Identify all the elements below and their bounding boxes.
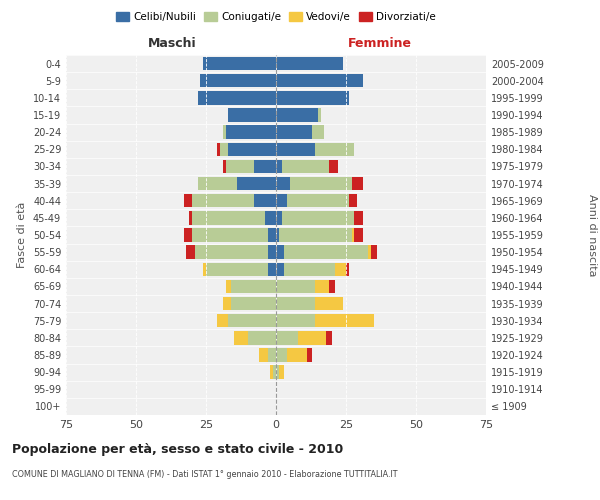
Bar (192, 228, 268, 241)
Bar (197, 177, 237, 190)
Bar (335, 262, 346, 276)
Bar (276, 280, 315, 293)
Bar (368, 246, 371, 259)
Bar (268, 246, 276, 259)
Text: Femmine: Femmine (347, 37, 412, 50)
Bar (197, 91, 276, 104)
Bar (248, 331, 276, 344)
Bar (279, 366, 284, 379)
Bar (349, 194, 357, 207)
Bar (276, 262, 284, 276)
Bar (184, 194, 192, 207)
Bar (237, 177, 276, 190)
Bar (352, 177, 363, 190)
Bar (223, 297, 231, 310)
Bar (276, 246, 284, 259)
Bar (287, 194, 349, 207)
Bar (276, 126, 313, 139)
Bar (276, 160, 281, 173)
Bar (234, 331, 248, 344)
Bar (259, 348, 268, 362)
Bar (307, 348, 313, 362)
Bar (329, 160, 338, 173)
Bar (315, 314, 374, 328)
Text: COMUNE DI MAGLIANO DI TENNA (FM) - Dati ISTAT 1° gennaio 2010 - Elaborazione TUT: COMUNE DI MAGLIANO DI TENNA (FM) - Dati … (12, 470, 398, 479)
Bar (276, 366, 279, 379)
Bar (229, 142, 276, 156)
Bar (281, 160, 329, 173)
Bar (189, 211, 192, 224)
Bar (200, 74, 276, 88)
Bar (184, 228, 192, 241)
Text: Popolazione per età, sesso e stato civile - 2010: Popolazione per età, sesso e stato civil… (12, 442, 343, 456)
Bar (276, 108, 318, 122)
Bar (276, 314, 315, 328)
Bar (276, 142, 315, 156)
Bar (279, 228, 352, 241)
Bar (254, 160, 276, 173)
Bar (265, 211, 276, 224)
Bar (187, 246, 195, 259)
Bar (192, 194, 254, 207)
Bar (268, 262, 276, 276)
Bar (355, 228, 363, 241)
Bar (298, 331, 326, 344)
Bar (195, 246, 268, 259)
Bar (226, 280, 231, 293)
Bar (276, 177, 290, 190)
Bar (217, 314, 229, 328)
Bar (229, 108, 276, 122)
Bar (268, 228, 276, 241)
Bar (223, 160, 226, 173)
Bar (287, 348, 307, 362)
Bar (226, 126, 276, 139)
Bar (355, 211, 363, 224)
Bar (276, 211, 281, 224)
Bar (318, 108, 321, 122)
Bar (326, 331, 332, 344)
Y-axis label: Fasce di età: Fasce di età (17, 202, 27, 268)
Bar (223, 126, 226, 139)
Bar (206, 262, 268, 276)
Bar (271, 366, 273, 379)
Bar (346, 262, 349, 276)
Bar (203, 262, 206, 276)
Bar (268, 348, 276, 362)
Text: Maschi: Maschi (148, 37, 197, 50)
Bar (352, 228, 355, 241)
Bar (231, 297, 276, 310)
Bar (281, 211, 355, 224)
Bar (203, 57, 276, 70)
Bar (192, 211, 265, 224)
Bar (226, 160, 254, 173)
Bar (276, 297, 315, 310)
Bar (315, 297, 343, 310)
Bar (217, 142, 220, 156)
Bar (371, 246, 377, 259)
Bar (276, 91, 349, 104)
Bar (276, 194, 287, 207)
Bar (276, 331, 298, 344)
Bar (273, 366, 276, 379)
Bar (231, 280, 276, 293)
Bar (284, 246, 368, 259)
Legend: Celibi/Nubili, Coniugati/e, Vedovi/e, Divorziati/e: Celibi/Nubili, Coniugati/e, Vedovi/e, Di… (112, 8, 440, 26)
Bar (229, 314, 276, 328)
Bar (315, 280, 329, 293)
Text: Anni di nascita: Anni di nascita (587, 194, 597, 276)
Bar (284, 262, 335, 276)
Bar (276, 74, 363, 88)
Bar (315, 142, 355, 156)
Bar (276, 57, 343, 70)
Bar (290, 177, 352, 190)
Bar (329, 280, 335, 293)
Bar (276, 348, 287, 362)
Bar (254, 194, 276, 207)
Bar (313, 126, 323, 139)
Bar (220, 142, 229, 156)
Bar (276, 228, 279, 241)
